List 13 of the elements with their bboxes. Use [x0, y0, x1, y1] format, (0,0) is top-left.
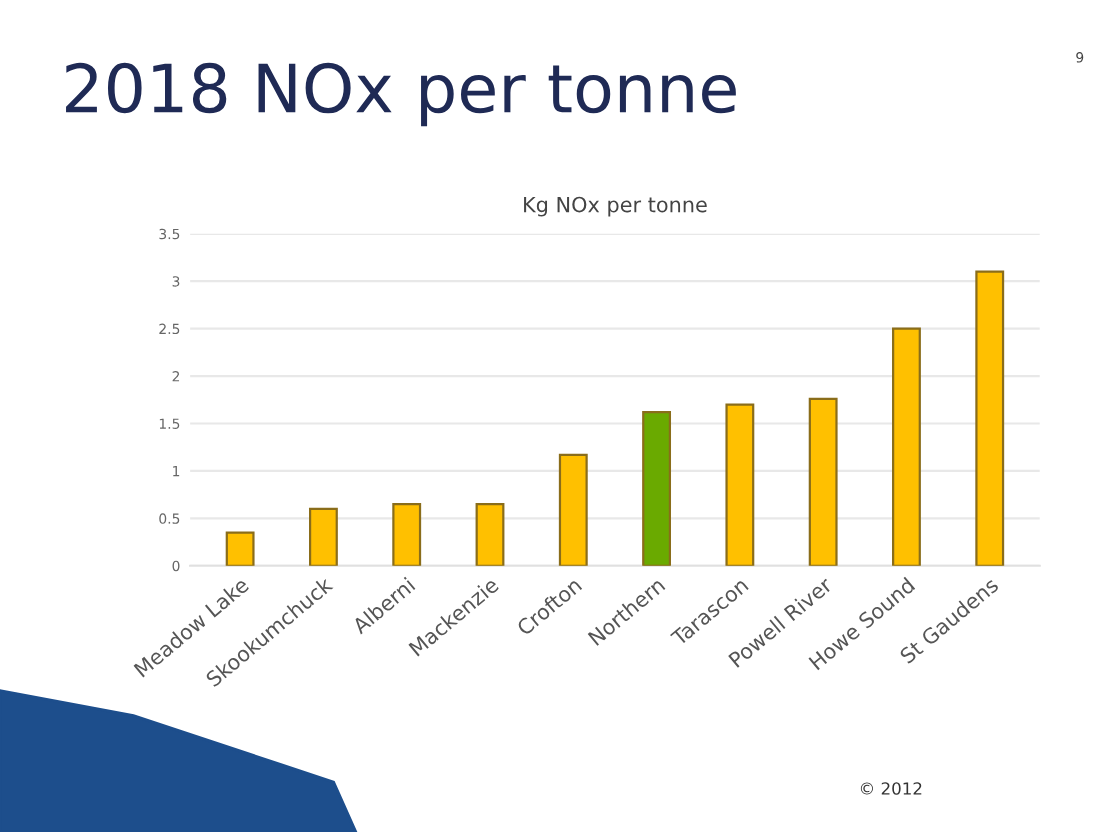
bar — [558, 453, 588, 566]
bar — [642, 411, 672, 566]
chart-title: 2018 NOx per tonne — [66, 62, 736, 127]
bar — [892, 327, 921, 566]
bar — [392, 503, 422, 566]
bar — [975, 270, 1005, 566]
bar — [225, 531, 255, 566]
bar — [308, 507, 338, 566]
bar — [475, 503, 505, 566]
text: © 2012 — [860, 782, 922, 795]
chart-subtitle: Kg NOx per tonne — [524, 196, 707, 217]
bar — [725, 403, 755, 566]
bar — [808, 397, 838, 566]
